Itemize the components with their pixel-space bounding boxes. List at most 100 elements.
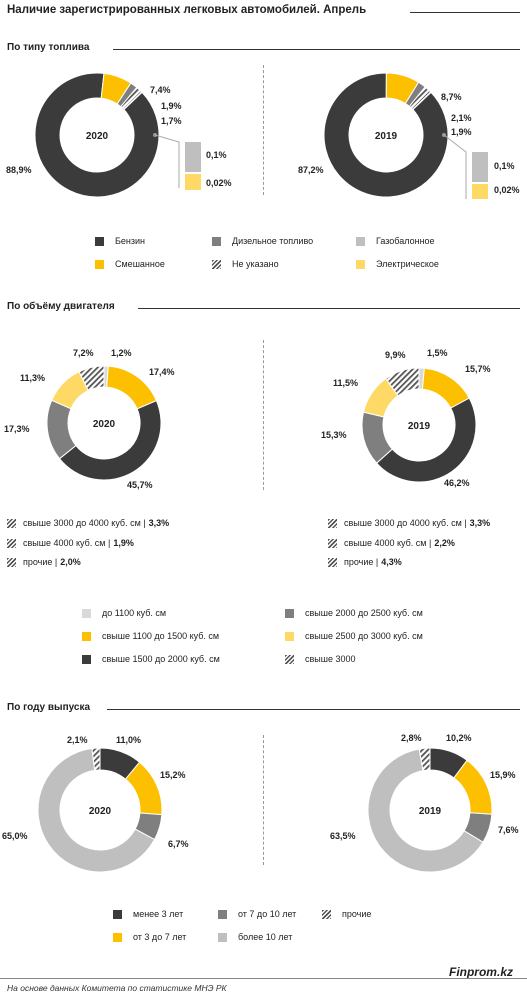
- slice-engine-2019-0: [418, 367, 425, 390]
- label-engine-2020-s0: 1,2%: [111, 348, 132, 358]
- swatch-light-gray: [218, 932, 227, 942]
- note-engine-2020-1: свыше 4000 куб. см | 1,9%: [7, 538, 134, 548]
- label-fuel-2020-diesel: 1,9%: [161, 101, 182, 111]
- legend-fuel-gas: Газобалонное: [356, 236, 435, 246]
- swatch-hatch: [328, 538, 337, 548]
- legend-engine-5: свыше 3000: [285, 654, 356, 664]
- footer-rule: [0, 978, 527, 979]
- swatch-mid-gray: [212, 236, 221, 246]
- label-fuel-2019-petrol: 87,2%: [298, 165, 324, 175]
- label-fuel-2019-diesel: 2,1%: [451, 113, 472, 123]
- label-year-2019-s0: 10,2%: [446, 733, 472, 743]
- legend-fuel-unknown: Не указано: [212, 259, 279, 269]
- minibar-fuel-2019-gas: [472, 152, 488, 182]
- legend-fuel-electric: Электрическое: [356, 259, 439, 269]
- slice-fuel-2020-1: [100, 72, 132, 105]
- note-engine-2019-0: свыше 3000 до 4000 куб. см | 3,3%: [328, 518, 490, 528]
- slice-year-2020-1: [124, 761, 163, 816]
- slice-engine-2019-3: [361, 411, 393, 464]
- label-engine-2019-s5: 9,9%: [385, 350, 406, 360]
- label-year-2020-s1: 15,2%: [160, 770, 186, 780]
- section-title-fuel: По типу топлива: [7, 42, 90, 53]
- label-year-2020-s2: 6,7%: [168, 839, 189, 849]
- swatch-dark: [95, 236, 104, 246]
- slice-fuel-2020-2: [116, 82, 138, 108]
- label-engine-2020-s4: 11,3%: [20, 373, 46, 383]
- center-label-engine-2019: 2019: [407, 421, 431, 432]
- section-title-year: По году выпуска: [7, 702, 91, 713]
- label-fuel-2020-mixed: 7,4%: [150, 85, 171, 95]
- swatch-pale-yellow: [285, 631, 294, 641]
- label-engine-2020-s1: 17,4%: [149, 367, 175, 377]
- center-label-fuel-2019: 2019: [374, 131, 398, 142]
- pointer-line-0: [154, 134, 180, 188]
- label-year-2019-s1: 15,9%: [490, 770, 516, 780]
- slice-engine-2020-0: [103, 365, 109, 388]
- slice-engine-2020-2: [58, 399, 162, 481]
- label-fuel-2019-unknown: 1,9%: [451, 127, 472, 137]
- slice-engine-2020-3: [46, 399, 77, 460]
- legend-year-4: более 10 лет: [218, 932, 292, 942]
- swatch-hatch: [7, 518, 16, 528]
- label-fuel-2020-gas: 0,1%: [206, 150, 227, 160]
- swatch-hatch: [7, 557, 16, 567]
- center-label-year-2019: 2019: [418, 806, 442, 817]
- legend-year-2: прочие: [322, 909, 371, 919]
- label-engine-2019-s4: 11,5%: [333, 378, 359, 388]
- center-label-fuel-2020: 2020: [85, 131, 109, 142]
- slice-year-2019-4: [418, 747, 431, 772]
- label-engine-2020-s3: 17,3%: [4, 424, 30, 434]
- legend-engine-1: свыше 2000 до 2500 куб. см: [285, 608, 423, 618]
- slice-engine-2020-5: [78, 365, 105, 392]
- slice-fuel-2019-2: [404, 81, 426, 108]
- center-label-engine-2020: 2020: [92, 419, 116, 430]
- label-year-2019-s2: 7,6%: [498, 825, 519, 835]
- label-year-2020-s3: 65,0%: [2, 831, 28, 841]
- swatch-dark: [82, 654, 91, 664]
- swatch-hatch: [7, 538, 16, 548]
- label-engine-2020-s5: 7,2%: [73, 348, 94, 358]
- slice-fuel-2019-5: [412, 91, 432, 111]
- label-engine-2019-s3: 15,3%: [321, 430, 347, 440]
- title-rule: [410, 12, 520, 13]
- label-engine-2020-s2: 45,7%: [127, 480, 153, 490]
- slice-fuel-2020-3: [120, 86, 143, 111]
- label-fuel-2019-mixed: 8,7%: [441, 92, 462, 102]
- slice-year-2020-2: [134, 812, 163, 841]
- swatch-lighter-gray: [82, 608, 91, 618]
- swatch-hatch: [212, 259, 221, 269]
- swatch-dark: [113, 909, 122, 919]
- swatch-hatch: [328, 557, 337, 567]
- pointer-dot-0: [153, 133, 157, 137]
- label-fuel-2019-gas: 0,1%: [494, 161, 515, 171]
- page-title: Наличие зарегистрированных легковых авто…: [7, 4, 367, 16]
- slice-year-2019-0: [429, 747, 468, 779]
- section-rule-fuel: [113, 49, 520, 50]
- slice-fuel-2019-1: [385, 72, 420, 105]
- minibar-fuel-2020-gas: [185, 142, 201, 172]
- swatch-light-gray: [356, 236, 365, 246]
- slice-engine-2019-1: [421, 367, 470, 409]
- swatch-yellow: [95, 259, 104, 269]
- swatch-pale-yellow: [356, 259, 365, 269]
- legend-fuel-diesel: Дизельное топливо: [212, 236, 313, 246]
- legend-fuel-mixed: Смешанное: [95, 259, 165, 269]
- divider-engine: [263, 340, 264, 490]
- slice-year-2020-0: [99, 747, 141, 780]
- swatch-mid-gray: [218, 909, 227, 919]
- slice-fuel-2019-3: [408, 86, 432, 111]
- source-note: На основе данных Комитета по статистике …: [7, 983, 227, 993]
- pointer-line-1: [443, 134, 467, 199]
- legend-engine-3: свыше 2500 до 3000 куб. см: [285, 631, 423, 641]
- slice-year-2020-4: [91, 747, 101, 771]
- swatch-mid-gray: [285, 608, 294, 618]
- label-year-2019-s3: 63,5%: [330, 831, 356, 841]
- note-engine-2020-0: свыше 3000 до 4000 куб. см | 3,3%: [7, 518, 169, 528]
- slice-fuel-2019-4: [411, 91, 432, 111]
- pointer-dot-1: [442, 133, 446, 137]
- divider-fuel: [263, 65, 264, 195]
- legend-engine-0: до 1100 куб. см: [82, 608, 166, 618]
- swatch-yellow: [113, 932, 122, 942]
- label-year-2020-s0: 11,0%: [116, 735, 142, 745]
- swatch-yellow: [82, 631, 91, 641]
